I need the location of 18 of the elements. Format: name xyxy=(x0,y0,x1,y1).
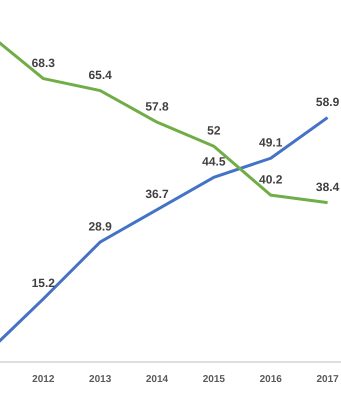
x-tick-label: 2014 xyxy=(146,374,169,385)
data-label: 57.8 xyxy=(145,99,169,114)
x-tick-label: 2015 xyxy=(202,374,226,385)
x-tick-label: 2017 xyxy=(316,374,340,385)
data-label: 15.2 xyxy=(32,276,56,290)
data-label: 28.9 xyxy=(88,219,112,234)
x-tick-label: 2016 xyxy=(260,374,282,385)
data-label: 44.5 xyxy=(202,154,226,169)
x-tick-label: 2012 xyxy=(32,374,55,385)
data-label: 68.3 xyxy=(32,56,56,70)
data-label: 40.2 xyxy=(259,172,283,186)
data-label: 38.4 xyxy=(316,180,340,194)
x-tick-label: 2013 xyxy=(89,374,112,385)
data-label: 65.4 xyxy=(88,68,112,82)
data-label: 36.7 xyxy=(145,187,169,202)
data-label: 52 xyxy=(207,124,221,138)
data-label: 49.1 xyxy=(259,136,283,150)
data-label: 58.9 xyxy=(316,94,340,109)
